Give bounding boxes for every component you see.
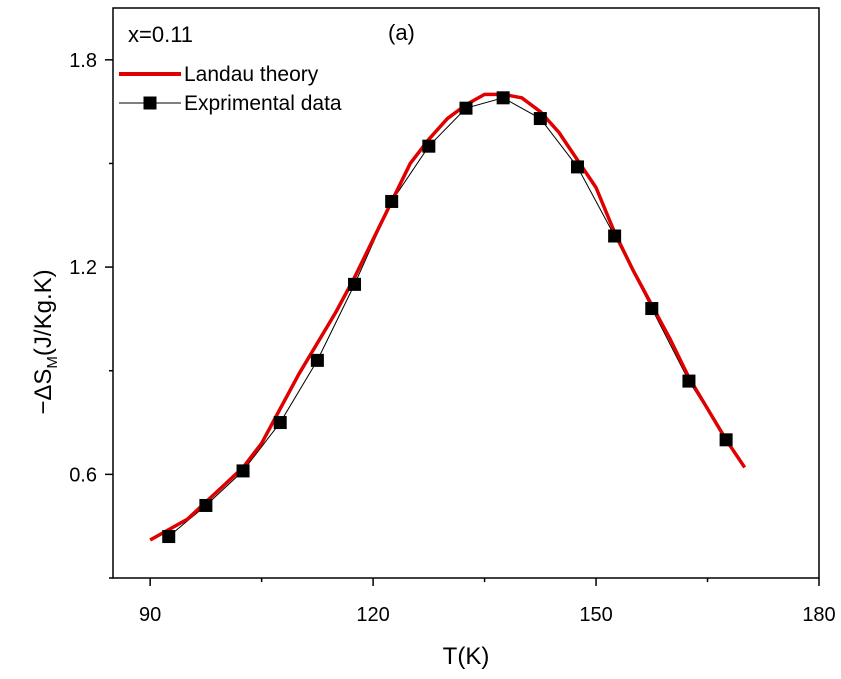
x-tick-label: 180 (802, 604, 835, 626)
series-layer (149, 91, 747, 544)
legend-label-landau: Landau theory (184, 63, 319, 86)
series-line-landau (149, 92, 747, 542)
data-point-experimental (496, 91, 510, 105)
x-tick-label: 150 (579, 604, 612, 626)
data-point-experimental (199, 498, 213, 512)
y-tick-labels: 0.6 1.2 1.8 (69, 50, 97, 487)
panel-label: (a) (388, 20, 415, 45)
x-tick-label: 90 (139, 604, 161, 626)
svg-text:−ΔSM(J/Kg.K): −ΔSM(J/Kg.K) (30, 269, 61, 414)
data-point-experimental (645, 302, 659, 316)
x-tick-labels: 90 120 150 180 (139, 604, 836, 626)
legend: Landau theory Exprimental data (119, 63, 342, 115)
legend-label-experimental: Exprimental data (184, 92, 342, 115)
y-tick-label: 1.2 (69, 257, 97, 279)
y-tick-label: 0.6 (69, 464, 97, 486)
data-point-experimental (459, 101, 473, 115)
composition-annotation: x=0.11 (128, 22, 193, 47)
y-axis-label-unit: (J/Kg.K) (30, 269, 57, 356)
tick-layer (105, 59, 820, 586)
plot-frame (112, 7, 820, 579)
x-axis-label: T(K) (443, 643, 490, 670)
data-point-experimental (719, 433, 733, 447)
series-line-experimental (168, 97, 727, 537)
data-point-experimental (348, 277, 362, 291)
data-point-experimental (310, 353, 324, 367)
data-point-experimental (682, 374, 696, 388)
data-point-experimental (385, 194, 399, 208)
y-axis-label: −ΔSM(J/Kg.K) (30, 269, 61, 414)
y-tick-label: 1.8 (69, 50, 97, 72)
y-axis-label-subscript: M (44, 356, 61, 369)
data-point-experimental (162, 530, 176, 544)
data-point-experimental (570, 160, 584, 174)
data-point-experimental (422, 139, 436, 153)
y-axis-label-main: −ΔS (30, 369, 57, 415)
data-point-experimental (236, 464, 250, 478)
x-tick-label: 120 (356, 604, 389, 626)
data-point-experimental (273, 416, 287, 430)
data-point-experimental (533, 112, 547, 126)
legend-swatch-experimental-marker (143, 96, 157, 110)
data-point-experimental (608, 229, 622, 243)
